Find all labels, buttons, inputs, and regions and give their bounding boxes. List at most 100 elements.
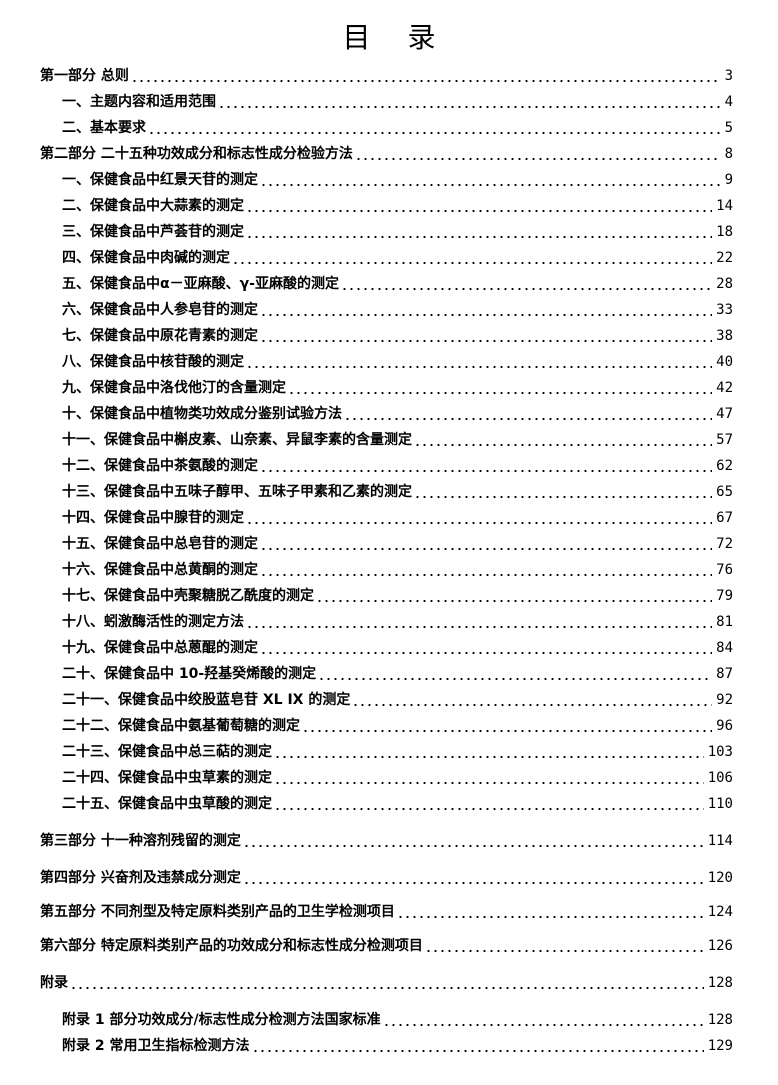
- toc-entry-page: 84: [716, 640, 733, 656]
- toc-entry[interactable]: 二十五、保健食品中虫草酸的测定 110: [40, 791, 733, 817]
- toc-entry[interactable]: 十六、保健食品中总黄酮的测定 76: [40, 557, 733, 583]
- toc-entry[interactable]: 十、保健食品中植物类功效成分鉴别试验方法 47: [40, 401, 733, 427]
- toc-entry[interactable]: 十四、保健食品中腺苷的测定 67: [40, 505, 733, 531]
- toc-entry[interactable]: 一、保健食品中红景天苷的测定 9: [40, 167, 733, 193]
- toc-entry[interactable]: 四、保健食品中肉碱的测定 22: [40, 245, 733, 271]
- toc-entry-page: 126: [707, 938, 733, 954]
- dot-leader: [70, 974, 704, 992]
- toc-entry-label: 十七、保健食品中壳聚糖脱乙酰度的测定: [62, 588, 314, 604]
- toc-entry-page: 92: [716, 692, 733, 708]
- dot-leader: [274, 795, 704, 813]
- toc-entry-label: 十九、保健食品中总蒽醌的测定: [62, 640, 258, 656]
- toc-entry[interactable]: 二十一、保健食品中绞股蓝皂苷 XL IX 的测定 92: [40, 687, 733, 713]
- dot-leader: [274, 769, 704, 787]
- toc-entry[interactable]: 二十四、保健食品中虫草素的测定 106: [40, 765, 733, 791]
- toc-entry-label: 第六部分 特定原料类别产品的功效成分和标志性成分检测项目: [40, 938, 423, 954]
- toc-entry-page: 9: [724, 172, 733, 188]
- dot-leader: [130, 67, 721, 85]
- toc-entry-label: 二十四、保健食品中虫草素的测定: [62, 770, 272, 786]
- dot-leader: [246, 197, 713, 215]
- toc-entry[interactable]: 第五部分 不同剂型及特定原料类别产品的卫生学检测项目 124: [40, 899, 733, 925]
- toc-entry[interactable]: 二十三、保健食品中总三萜的测定 103: [40, 739, 733, 765]
- toc-entry-page: 81: [716, 614, 733, 630]
- toc-entry-label: 第一部分 总则: [40, 68, 129, 84]
- toc-entry-page: 5: [724, 120, 733, 136]
- toc-entry[interactable]: 一、主题内容和适用范围 4: [40, 89, 733, 115]
- toc-entry[interactable]: 十二、保健食品中茶氨酸的测定 62: [40, 453, 733, 479]
- toc-entry-page: 22: [716, 250, 733, 266]
- dot-leader: [246, 353, 713, 371]
- dot-leader: [354, 145, 721, 163]
- toc-entry-page: 47: [716, 406, 733, 422]
- toc-entry-page: 128: [707, 975, 733, 991]
- dot-leader: [414, 431, 713, 449]
- toc-entry-page: 124: [707, 904, 733, 920]
- toc-entry-page: 42: [716, 380, 733, 396]
- toc-entry-label: 第四部分 兴奋剂及违禁成分测定: [40, 870, 241, 886]
- toc-entry-page: 114: [707, 833, 733, 849]
- toc-entry[interactable]: 附录 128: [40, 970, 733, 996]
- dot-leader: [260, 301, 713, 319]
- toc-entry[interactable]: 五、保健食品中α－亚麻酸、γ-亚麻酸的测定 28: [40, 271, 733, 297]
- toc-entry[interactable]: 九、保健食品中洛伐他汀的含量测定 42: [40, 375, 733, 401]
- toc-entry-page: 87: [716, 666, 733, 682]
- toc-entry-page: 76: [716, 562, 733, 578]
- toc-entry[interactable]: 附录 1 部分功效成分/标志性成分检测方法国家标准 128: [40, 1007, 733, 1033]
- toc-entry-label: 八、保健食品中核苷酸的测定: [62, 354, 244, 370]
- dot-leader: [148, 119, 721, 137]
- dot-leader: [260, 457, 713, 475]
- dot-leader: [242, 869, 704, 887]
- toc-entry-page: 67: [716, 510, 733, 526]
- toc-entry[interactable]: 二十、保健食品中 10-羟基癸烯酸的测定 87: [40, 661, 733, 687]
- toc-entry[interactable]: 第四部分 兴奋剂及违禁成分测定 120: [40, 865, 733, 891]
- toc-entry-label: 三、保健食品中芦荟苷的测定: [62, 224, 244, 240]
- toc-entry-label: 第二部分 二十五种功效成分和标志性成分检验方法: [40, 146, 353, 162]
- toc-entry-label: 十四、保健食品中腺苷的测定: [62, 510, 244, 526]
- dot-leader: [260, 535, 713, 553]
- toc-entry[interactable]: 二、保健食品中大蒜素的测定 14: [40, 193, 733, 219]
- toc-entry-label: 五、保健食品中α－亚麻酸、γ-亚麻酸的测定: [62, 276, 339, 292]
- toc-entry[interactable]: 二、基本要求 5: [40, 115, 733, 141]
- toc-entry-label: 附录: [40, 975, 68, 991]
- toc-entry[interactable]: 第六部分 特定原料类别产品的功效成分和标志性成分检测项目 126: [40, 933, 733, 959]
- toc-entry-label: 附录 1 部分功效成分/标志性成分检测方法国家标准: [62, 1012, 381, 1028]
- toc-entry-label: 十三、保健食品中五味子醇甲、五味子甲素和乙素的测定: [62, 484, 412, 500]
- toc-entry[interactable]: 十一、保健食品中槲皮素、山奈素、异鼠李素的含量测定 57: [40, 427, 733, 453]
- toc-entry[interactable]: 六、保健食品中人参皂苷的测定 33: [40, 297, 733, 323]
- toc-entry-label: 十六、保健食品中总黄酮的测定: [62, 562, 258, 578]
- dot-leader: [242, 832, 704, 850]
- dot-leader: [396, 903, 704, 921]
- toc-entry[interactable]: 二十二、保健食品中氨基葡萄糖的测定 96: [40, 713, 733, 739]
- toc-entry[interactable]: 八、保健食品中核苷酸的测定 40: [40, 349, 733, 375]
- table-of-contents: 第一部分 总则 3 一、主题内容和适用范围 4 二、基本要求 5 第二部分 二十五种功效成分…: [40, 63, 733, 1059]
- dot-leader: [344, 405, 713, 423]
- dot-leader: [382, 1011, 704, 1029]
- toc-entry[interactable]: 十九、保健食品中总蒽醌的测定 84: [40, 635, 733, 661]
- toc-entry[interactable]: 第一部分 总则 3: [40, 63, 733, 89]
- toc-entry[interactable]: 十八、蚓激酶活性的测定方法 81: [40, 609, 733, 635]
- toc-entry-page: 103: [707, 744, 733, 760]
- toc-entry-page: 14: [716, 198, 733, 214]
- toc-entry-label: 六、保健食品中人参皂苷的测定: [62, 302, 258, 318]
- toc-entry[interactable]: 第二部分 二十五种功效成分和标志性成分检验方法 8: [40, 141, 733, 167]
- toc-entry[interactable]: 十五、保健食品中总皂苷的测定 72: [40, 531, 733, 557]
- dot-leader: [288, 379, 713, 397]
- dot-leader: [302, 717, 713, 735]
- toc-entry[interactable]: 第三部分 十一种溶剂残留的测定 114: [40, 828, 733, 854]
- toc-entry-label: 十五、保健食品中总皂苷的测定: [62, 536, 258, 552]
- toc-entry[interactable]: 十七、保健食品中壳聚糖脱乙酰度的测定 79: [40, 583, 733, 609]
- dot-leader: [318, 665, 713, 683]
- toc-entry[interactable]: 七、保健食品中原花青素的测定 38: [40, 323, 733, 349]
- dot-leader: [340, 275, 713, 293]
- toc-entry-label: 二十一、保健食品中绞股蓝皂苷 XL IX 的测定: [62, 692, 351, 708]
- toc-entry-label: 十一、保健食品中槲皮素、山奈素、异鼠李素的含量测定: [62, 432, 412, 448]
- toc-entry-label: 一、保健食品中红景天苷的测定: [62, 172, 258, 188]
- toc-entry-label: 第五部分 不同剂型及特定原料类别产品的卫生学检测项目: [40, 904, 395, 920]
- dot-leader: [246, 613, 713, 631]
- toc-entry[interactable]: 十三、保健食品中五味子醇甲、五味子甲素和乙素的测定 65: [40, 479, 733, 505]
- toc-entry[interactable]: 附录 2 常用卫生指标检测方法 129: [40, 1033, 733, 1059]
- toc-entry-label: 附录 2 常用卫生指标检测方法: [62, 1038, 250, 1054]
- toc-entry[interactable]: 三、保健食品中芦荟苷的测定 18: [40, 219, 733, 245]
- dot-leader: [246, 223, 713, 241]
- toc-entry-page: 40: [716, 354, 733, 370]
